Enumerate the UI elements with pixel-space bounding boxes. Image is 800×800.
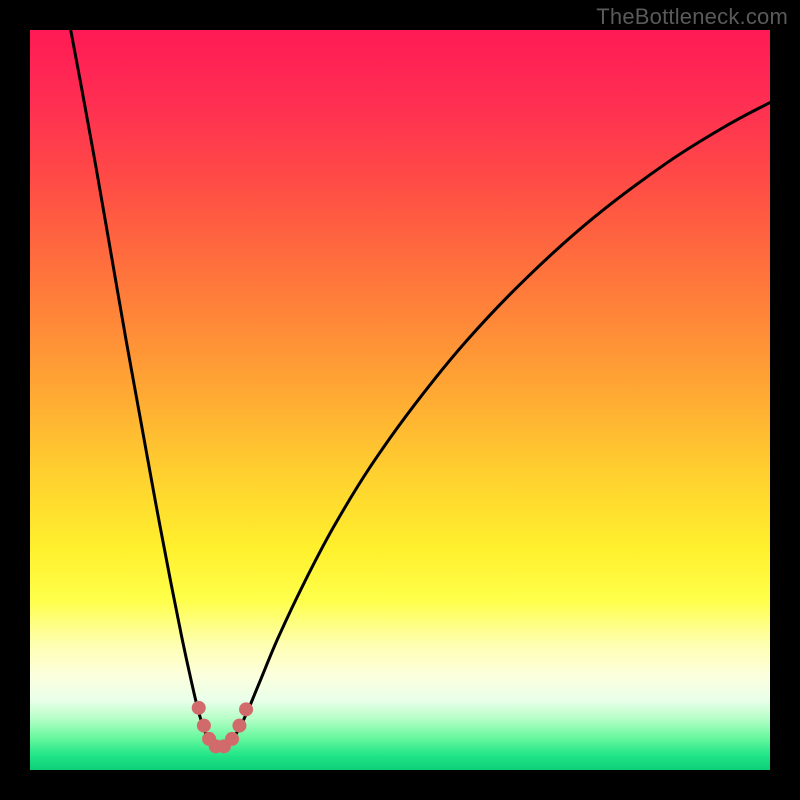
chart-container: TheBottleneck.com xyxy=(0,0,800,800)
tangent-marker xyxy=(232,719,246,733)
tangent-marker xyxy=(192,701,206,715)
tangent-marker xyxy=(197,719,211,733)
bottleneck-curve xyxy=(30,30,770,770)
tangent-marker-group xyxy=(192,701,253,753)
watermark-text: TheBottleneck.com xyxy=(596,4,788,30)
tangent-marker xyxy=(225,732,239,746)
tangent-marker xyxy=(239,702,253,716)
plot-area xyxy=(30,30,770,770)
